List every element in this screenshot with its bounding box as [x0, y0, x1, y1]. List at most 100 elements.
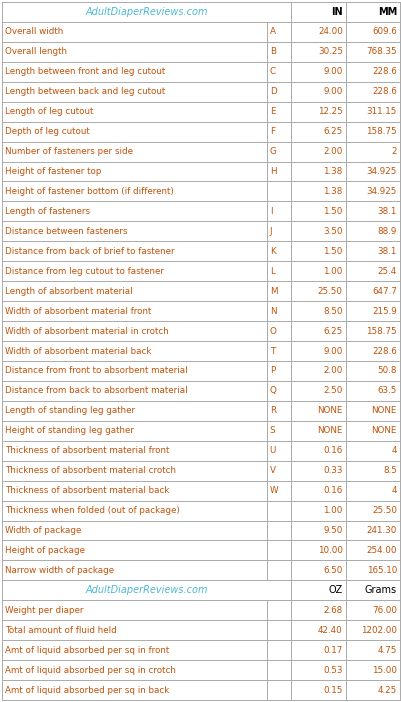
Text: 228.6: 228.6 — [371, 87, 396, 96]
Text: Width of absorbent material back: Width of absorbent material back — [5, 347, 151, 355]
Text: Length of leg cutout: Length of leg cutout — [5, 107, 93, 117]
Text: S: S — [269, 426, 275, 435]
Text: 6.25: 6.25 — [323, 127, 342, 136]
Text: 647.7: 647.7 — [371, 286, 396, 296]
Text: 6.50: 6.50 — [323, 566, 342, 575]
Text: 34.925: 34.925 — [366, 187, 396, 196]
Text: 2.00: 2.00 — [323, 366, 342, 376]
Text: 1.38: 1.38 — [323, 187, 342, 196]
Text: Height of fastener bottom (if different): Height of fastener bottom (if different) — [5, 187, 174, 196]
Text: 8.50: 8.50 — [322, 307, 342, 316]
Text: Overall width: Overall width — [5, 27, 63, 37]
Text: NONE: NONE — [371, 426, 396, 435]
Text: 3.50: 3.50 — [322, 227, 342, 236]
Text: Amt of liquid absorbed per sq in back: Amt of liquid absorbed per sq in back — [5, 686, 169, 694]
Text: 215.9: 215.9 — [371, 307, 396, 316]
Text: 165.10: 165.10 — [366, 566, 396, 575]
Text: 24.00: 24.00 — [317, 27, 342, 37]
Text: 1202.00: 1202.00 — [360, 625, 396, 635]
Text: 38.1: 38.1 — [377, 247, 396, 256]
Text: Length of absorbent material: Length of absorbent material — [5, 286, 132, 296]
Text: Thickness of absorbent material front: Thickness of absorbent material front — [5, 446, 169, 455]
Text: N: N — [269, 307, 275, 316]
Text: Length between back and leg cutout: Length between back and leg cutout — [5, 87, 165, 96]
Text: 50.8: 50.8 — [377, 366, 396, 376]
Text: Height of package: Height of package — [5, 546, 85, 555]
Text: 1.50: 1.50 — [323, 207, 342, 216]
Text: 0.15: 0.15 — [323, 686, 342, 694]
Text: Grams: Grams — [364, 585, 396, 595]
Text: M: M — [269, 286, 276, 296]
Text: Distance from leg cutout to fastener: Distance from leg cutout to fastener — [5, 267, 164, 276]
Text: 34.925: 34.925 — [366, 167, 396, 176]
Text: 2.68: 2.68 — [323, 606, 342, 615]
Text: 25.4: 25.4 — [377, 267, 396, 276]
Text: 254.00: 254.00 — [366, 546, 396, 555]
Text: 10.00: 10.00 — [317, 546, 342, 555]
Text: Amt of liquid absorbed per sq in front: Amt of liquid absorbed per sq in front — [5, 646, 169, 655]
Text: 768.35: 768.35 — [365, 47, 396, 56]
Text: 2.00: 2.00 — [323, 147, 342, 156]
Text: AdultDiaperReviews.com: AdultDiaperReviews.com — [85, 585, 207, 595]
Text: U: U — [269, 446, 275, 455]
Text: 63.5: 63.5 — [377, 386, 396, 395]
Text: B: B — [269, 47, 275, 56]
Text: 9.00: 9.00 — [323, 87, 342, 96]
Text: 15.00: 15.00 — [371, 665, 396, 675]
Text: W: W — [269, 486, 277, 495]
Text: 228.6: 228.6 — [371, 347, 396, 355]
Text: Thickness of absorbent material back: Thickness of absorbent material back — [5, 486, 169, 495]
Text: 609.6: 609.6 — [371, 27, 396, 37]
Text: Height of fastener top: Height of fastener top — [5, 167, 101, 176]
Text: 311.15: 311.15 — [366, 107, 396, 117]
Text: J: J — [269, 227, 271, 236]
Text: Total amount of fluid held: Total amount of fluid held — [5, 625, 116, 635]
Text: Width of absorbent material in crotch: Width of absorbent material in crotch — [5, 326, 168, 336]
Text: 2: 2 — [391, 147, 396, 156]
Text: 241.30: 241.30 — [366, 526, 396, 535]
Text: 1.38: 1.38 — [323, 167, 342, 176]
Text: 38.1: 38.1 — [377, 207, 396, 216]
Text: R: R — [269, 406, 275, 416]
Text: O: O — [269, 326, 276, 336]
Text: 0.16: 0.16 — [323, 486, 342, 495]
Text: Length of fasteners: Length of fasteners — [5, 207, 90, 216]
Text: C: C — [269, 67, 275, 77]
Text: 228.6: 228.6 — [371, 67, 396, 77]
Text: Distance from back of brief to fastener: Distance from back of brief to fastener — [5, 247, 174, 256]
Text: 158.75: 158.75 — [365, 326, 396, 336]
Text: I: I — [269, 207, 271, 216]
Text: Width of package: Width of package — [5, 526, 81, 535]
Text: 25.50: 25.50 — [317, 286, 342, 296]
Text: L: L — [269, 267, 274, 276]
Text: NONE: NONE — [317, 426, 342, 435]
Text: Distance from back to absorbent material: Distance from back to absorbent material — [5, 386, 187, 395]
Text: 1.00: 1.00 — [323, 267, 342, 276]
Text: Thickness of absorbent material crotch: Thickness of absorbent material crotch — [5, 466, 176, 475]
Text: Thickness when folded (out of package): Thickness when folded (out of package) — [5, 506, 179, 515]
Text: Width of absorbent material front: Width of absorbent material front — [5, 307, 151, 316]
Text: 76.00: 76.00 — [371, 606, 396, 615]
Text: Distance between fasteners: Distance between fasteners — [5, 227, 127, 236]
Text: 1.00: 1.00 — [323, 506, 342, 515]
Text: AdultDiaperReviews.com: AdultDiaperReviews.com — [85, 7, 207, 17]
Text: Length between front and leg cutout: Length between front and leg cutout — [5, 67, 165, 77]
Text: 6.25: 6.25 — [323, 326, 342, 336]
Text: P: P — [269, 366, 274, 376]
Text: 12.25: 12.25 — [317, 107, 342, 117]
Text: V: V — [269, 466, 275, 475]
Text: Height of standing leg gather: Height of standing leg gather — [5, 426, 134, 435]
Text: Distance from front to absorbent material: Distance from front to absorbent materia… — [5, 366, 187, 376]
Text: 0.53: 0.53 — [322, 665, 342, 675]
Text: Q: Q — [269, 386, 276, 395]
Text: Weight per diaper: Weight per diaper — [5, 606, 83, 615]
Text: D: D — [269, 87, 276, 96]
Text: 42.40: 42.40 — [317, 625, 342, 635]
Text: 88.9: 88.9 — [377, 227, 396, 236]
Text: Depth of leg cutout: Depth of leg cutout — [5, 127, 89, 136]
Text: 4: 4 — [391, 446, 396, 455]
Text: Narrow width of package: Narrow width of package — [5, 566, 114, 575]
Text: 0.16: 0.16 — [323, 446, 342, 455]
Text: 0.17: 0.17 — [323, 646, 342, 655]
Text: OZ: OZ — [328, 585, 342, 595]
